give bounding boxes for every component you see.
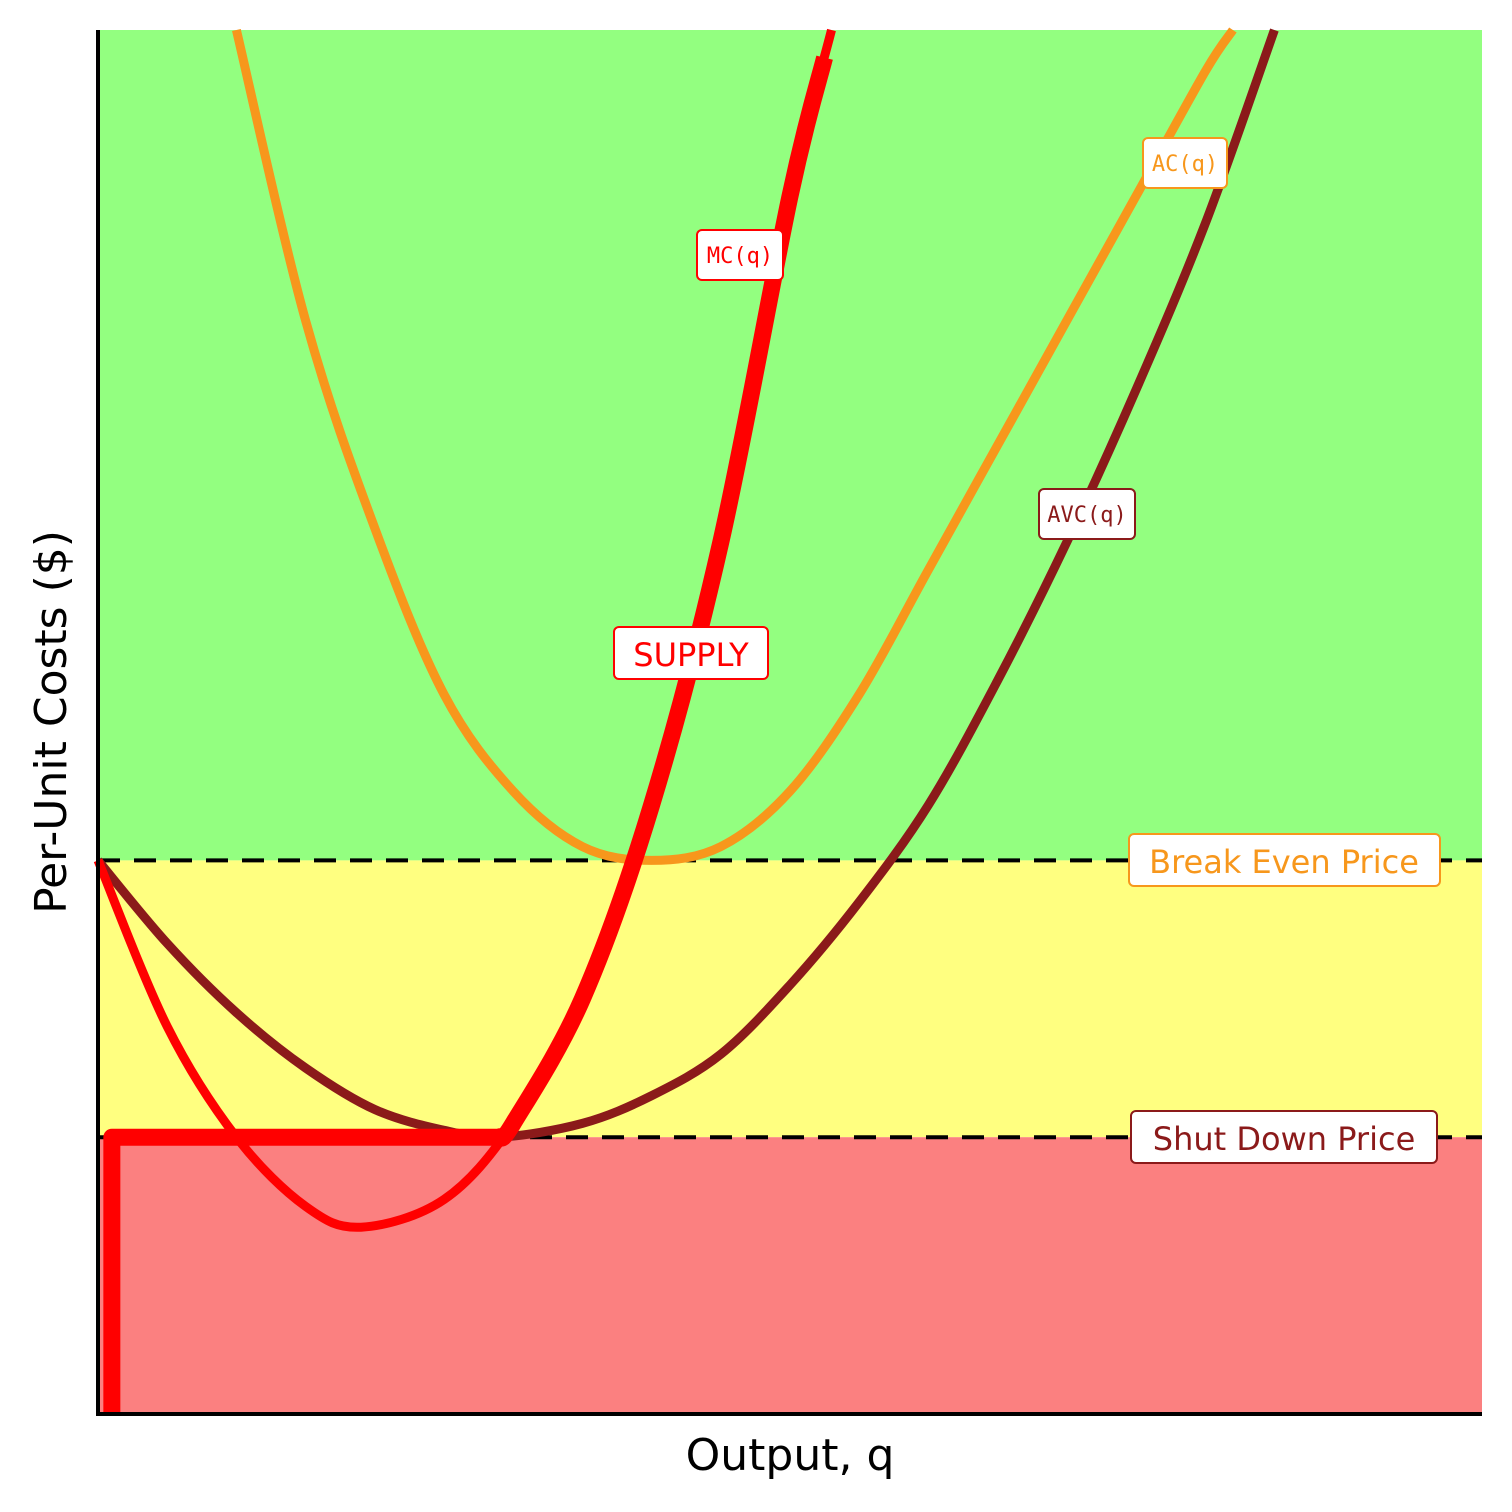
supply-label: SUPPLY bbox=[613, 626, 769, 680]
y-axis-title: Per-Unit Costs ($) bbox=[26, 530, 77, 914]
x-axis-title: Output, q bbox=[686, 1430, 895, 1481]
avc-label: AVC(q) bbox=[1038, 488, 1136, 540]
break-even-label: Break Even Price bbox=[1128, 833, 1441, 887]
loss-region bbox=[98, 860, 1482, 1138]
ac-label: AC(q) bbox=[1142, 137, 1228, 189]
profit-region bbox=[98, 30, 1482, 861]
shut-down-label: Shut Down Price bbox=[1130, 1110, 1438, 1164]
shutdown-region bbox=[98, 1137, 1482, 1414]
ac-curve bbox=[232, 27, 1237, 865]
svg-text:AC(q): AC(q) bbox=[1152, 152, 1218, 177]
svg-text:Shut Down Price: Shut Down Price bbox=[1153, 1120, 1416, 1158]
mc-label: MC(q) bbox=[696, 229, 784, 281]
avc-curve bbox=[94, 28, 1279, 1142]
svg-text:Break Even Price: Break Even Price bbox=[1149, 843, 1419, 881]
cost-curves bbox=[93, 27, 1279, 1414]
supply-curve bbox=[103, 55, 833, 1414]
svg-text:AVC(q): AVC(q) bbox=[1047, 503, 1126, 528]
svg-text:MC(q): MC(q) bbox=[707, 244, 773, 269]
svg-text:SUPPLY: SUPPLY bbox=[633, 636, 749, 674]
